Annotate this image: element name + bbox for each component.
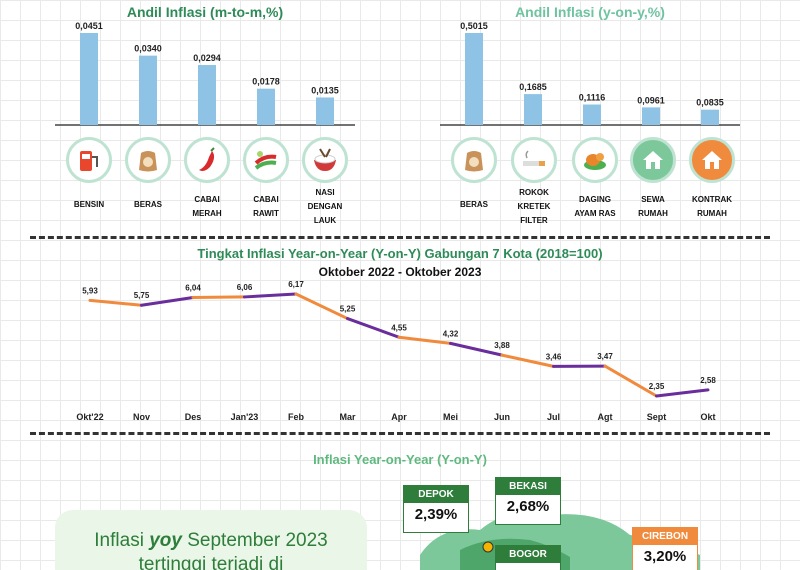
line-point-label-1: 5,75 (134, 291, 150, 300)
yoy-bar-label-1: 0,1685 (519, 82, 547, 92)
x-tick-label-6: Apr (391, 412, 407, 422)
x-tick-label-12: Okt (700, 412, 715, 422)
line-segment-4 (294, 292, 349, 321)
yoy-label-rokok: ROKOK KRETEK FILTER (517, 188, 551, 225)
yoy-label-sewa: SEWA RUMAH (638, 195, 668, 218)
line-point-label-2: 6,04 (185, 283, 201, 292)
line-segment-6 (397, 335, 452, 345)
divider-top (30, 236, 770, 239)
line-segment-7 (449, 341, 504, 357)
x-tick-label-4: Feb (288, 412, 305, 422)
yoy-items-chart-title: Andil Inflasi (y-on-y,%) (515, 4, 665, 20)
yoy-bar-4 (701, 109, 719, 125)
x-tick-label-11: Sept (647, 412, 667, 422)
yoy-label-kontrak: KONTRAK RUMAH (692, 195, 732, 218)
mtm-bar-3 (257, 88, 275, 125)
mtm-bar-label-4: 0,0135 (311, 85, 339, 95)
yoy-bar-0 (465, 33, 483, 125)
x-tick-label-2: Des (185, 412, 202, 422)
city-bekasi: BEKASI 2,68% (495, 477, 561, 525)
rice-bowl-icon (302, 137, 348, 183)
line-segment-5 (346, 317, 401, 339)
mtm-bar-4 (316, 97, 334, 125)
mtm-label-nasi: NASI DENGAN LAUK (307, 188, 343, 225)
mtm-bar-chart: 0,0451 0,0340 0,0294 0,0178 0,0135 (55, 21, 355, 126)
x-tick-label-8: Jun (494, 412, 510, 422)
rice-sack-icon (125, 137, 171, 183)
line-point-label-5: 5,25 (340, 305, 356, 314)
x-tick-label-7: Mei (443, 412, 458, 422)
line-segment-8 (500, 353, 555, 368)
line-chart-title: Tingkat Inflasi Year-on-Year (Y-on-Y) Ga… (197, 246, 603, 261)
x-tick-label-9: Jul (547, 412, 560, 422)
mtm-label-beras: BERAS (133, 200, 162, 209)
callout-box: Inflasi yoy September 2023 tertinggi ter… (55, 510, 367, 570)
line-segment-11 (655, 388, 710, 398)
city-cirebon: CIREBON 3,20% (632, 527, 698, 570)
yoy-bar-3 (642, 107, 660, 125)
x-tick-label-3: Jan'23 (231, 412, 259, 422)
line-segment-3 (243, 292, 298, 299)
line-point-label-7: 4,32 (443, 329, 459, 338)
mtm-label-cabai-merah: CABAI MERAH (192, 195, 222, 218)
line-segment-1 (140, 295, 195, 307)
mtm-chart-title: Andil Inflasi (m-to-m,%) (126, 4, 284, 20)
line-point-label-3: 6,06 (237, 283, 253, 292)
mtm-label-bensin: BENSIN (73, 200, 105, 209)
callout-line2: tertinggi terjadi di (138, 554, 284, 570)
mtm-bar-label-1: 0,0340 (134, 44, 162, 54)
red-chili-icon (184, 137, 230, 183)
line-point-label-4: 6,17 (288, 280, 304, 289)
yoy-bar-label-0: 0,5015 (460, 21, 488, 31)
yoy-line-chart: 5,93 Okt'22 5,75 Nov 6,04 Des 6,06 Jan'23 6,17 Fe… (76, 280, 716, 422)
yoy-bar-label-3: 0,0961 (637, 95, 665, 105)
yoy-label-beras: BERAS (459, 200, 488, 209)
yoy-label-daging: DAGING AYAM RAS (574, 195, 616, 218)
line-point-label-11: 2,35 (649, 382, 665, 391)
yoy-bar-2 (583, 104, 601, 125)
mtm-bar-2 (198, 65, 216, 125)
callout-yoy-emphasis: yoy (149, 530, 182, 551)
x-tick-label-0: Okt'22 (76, 412, 103, 422)
line-segment-0 (88, 298, 143, 307)
bird-chili-icon (243, 137, 289, 183)
line-point-label-0: 5,93 (82, 286, 98, 295)
city-depok: DEPOK 2,39% (403, 485, 469, 533)
house-contract-icon (689, 137, 735, 183)
cigarette-icon (511, 137, 557, 183)
callout-line1: Inflasi yoy September 2023 (94, 530, 328, 551)
mtm-bar-label-2: 0,0294 (193, 53, 221, 63)
mtm-label-cabai-rawit: CABAI RAWIT (253, 195, 279, 218)
line-point-label-8: 3,88 (494, 341, 510, 350)
chicken-icon (572, 137, 618, 183)
x-tick-label-10: Agt (598, 412, 613, 422)
divider-bottom (30, 432, 770, 435)
city-bogor: BOGOR (495, 545, 561, 570)
mtm-bar-label-3: 0,0178 (252, 77, 280, 87)
line-segment-10 (603, 364, 658, 398)
yoy-bar-label-4: 0,0835 (696, 98, 724, 108)
yoy-bar-1 (524, 94, 542, 125)
house-rent-icon (630, 137, 676, 183)
line-point-label-12: 2,58 (700, 376, 716, 385)
mtm-bar-1 (139, 55, 157, 125)
line-point-label-10: 3,47 (597, 352, 613, 361)
yoy-items-bar-chart: 0,5015 0,1685 0,1116 0,0961 0,0835 (440, 21, 740, 126)
yoy-bar-label-2: 0,1116 (579, 93, 606, 103)
mtm-bar-label-0: 0,0451 (75, 21, 103, 31)
line-point-label-9: 3,46 (546, 352, 562, 361)
rice-sack-icon (451, 137, 497, 183)
fuel-pump-icon (66, 137, 112, 183)
map-section-title: Inflasi Year-on-Year (Y-on-Y) (313, 452, 487, 467)
line-point-label-6: 4,55 (391, 323, 407, 332)
x-tick-label-1: Nov (133, 412, 150, 422)
line-segment-2 (191, 295, 246, 299)
line-chart-subtitle: Oktober 2022 - Oktober 2023 (318, 265, 482, 279)
x-tick-label-5: Mar (339, 412, 356, 422)
mtm-bar-0 (80, 33, 98, 125)
